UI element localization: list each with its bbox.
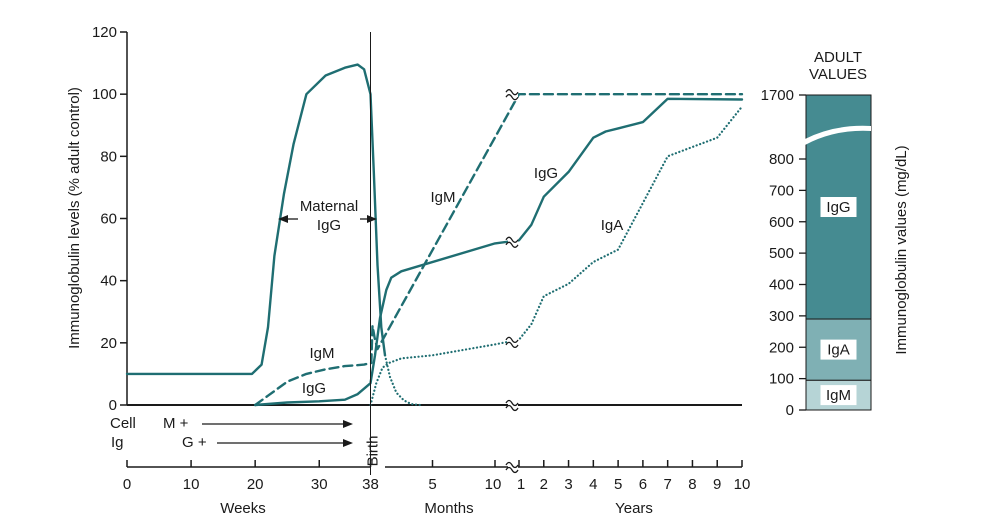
y-tick-label: 20: [100, 335, 117, 352]
years-tick-label: 3: [564, 476, 572, 493]
igm-postnatal-label: IgM: [430, 189, 455, 206]
years-tick-label: 2: [540, 476, 548, 493]
bar-label-iga: IgA: [827, 342, 850, 359]
series-maternal-igg-decline: [383, 354, 422, 407]
y-tick-label: 40: [100, 273, 117, 290]
bar-label-box: [820, 339, 857, 360]
break-mark: [505, 336, 519, 349]
axis-break-marks: [505, 87, 519, 474]
bar-label-box: [820, 197, 857, 218]
y-tick-label: 80: [100, 148, 117, 165]
igm-fetal-label: IgM: [309, 345, 334, 362]
x-axis: 0 10 20 30 38 5 10 1 2 3 4 5 6 7 8 9 10: [123, 404, 751, 493]
bar-axis-break: [805, 125, 871, 145]
break-mark: [505, 89, 519, 101]
bar-label-igg: IgG: [826, 199, 850, 216]
adult-tick-label: 1700: [761, 87, 794, 104]
adult-tick-label: 0: [786, 402, 794, 419]
adult-tick-label: 400: [769, 277, 794, 294]
igg-fetal-label: IgG: [302, 380, 326, 397]
adult-tick-label: 100: [769, 371, 794, 388]
adult-value-bars: IgM IgA IgG: [805, 94, 872, 411]
weeks-tick-label: 0: [123, 476, 131, 493]
adult-tick-label: 600: [769, 214, 794, 231]
months-tick-label: 5: [428, 476, 436, 493]
adult-tick-label: 700: [769, 182, 794, 199]
y-axis-label: Immunoglobulin levels (% adult control): [66, 87, 83, 349]
break-mark: [505, 399, 519, 412]
years-label: Years: [615, 500, 653, 517]
adult-values-axis-label: Immunoglobulin values (mg/dL): [893, 145, 910, 354]
adult-values-axis: 0 100 200 300 400 500 600 700 800 1700: [761, 87, 806, 419]
m-plus-arrow-head: [343, 420, 353, 428]
bar-label-igm: IgM: [826, 387, 851, 404]
y-tick-label: 60: [100, 211, 117, 228]
m-plus-label: M +: [163, 415, 189, 432]
y-axis: 0 20 40 60 80 100 120: [92, 24, 128, 414]
y-tick-label: 100: [92, 86, 117, 103]
break-mark: [505, 461, 519, 474]
iga-postnatal-label: IgA: [601, 217, 624, 234]
series-lines: [125, 63, 744, 407]
weeks-tick-label: 38: [362, 476, 379, 493]
years-tick-label: 7: [663, 476, 671, 493]
g-plus-label: G +: [182, 434, 207, 451]
adult-tick-label: 300: [769, 308, 794, 325]
years-tick-label: 6: [639, 476, 647, 493]
adult-values-title-line2: VALUES: [809, 66, 867, 83]
bar-label-box: [820, 385, 857, 406]
years-tick-label: 8: [688, 476, 696, 493]
weeks-tick-label: 30: [311, 476, 328, 493]
adult-tick-label: 800: [769, 151, 794, 168]
weeks-label: Weeks: [220, 500, 266, 517]
years-tick-label: 1: [517, 476, 525, 493]
months-tick-label: 10: [485, 476, 502, 493]
maternal-arrow-left-head: [278, 215, 288, 223]
cell-ig-arrows: [202, 420, 353, 447]
maternal-igg-label-line2: IgG: [317, 217, 341, 234]
ig-row-label: Ig: [111, 434, 124, 451]
y-tick-label: 120: [92, 24, 117, 41]
years-tick-label: 4: [589, 476, 597, 493]
years-tick-label: 9: [713, 476, 721, 493]
years-tick-label: 10: [734, 476, 751, 493]
birth-label: Birth: [365, 436, 382, 467]
months-label: Months: [424, 500, 473, 517]
break-mark: [505, 236, 519, 248]
adult-tick-label: 200: [769, 339, 794, 356]
g-plus-arrow-head: [343, 439, 353, 447]
weeks-tick-label: 10: [183, 476, 200, 493]
y-tick-label: 0: [109, 397, 117, 414]
series-maternal-igg: [125, 63, 387, 376]
igg-postnatal-label: IgG: [534, 165, 558, 182]
weeks-tick-label: 20: [247, 476, 264, 493]
maternal-igg-label-line1: Maternal: [300, 198, 358, 215]
years-tick-label: 5: [614, 476, 622, 493]
maternal-arrow-right-head: [367, 215, 377, 223]
series-igg: [253, 97, 744, 407]
adult-values-title-line1: ADULT: [814, 49, 862, 66]
cell-row-label: Cell: [110, 415, 136, 432]
maternal-igg-arrows: [278, 215, 377, 223]
adult-tick-label: 500: [769, 245, 794, 262]
series-iga: [369, 105, 744, 407]
